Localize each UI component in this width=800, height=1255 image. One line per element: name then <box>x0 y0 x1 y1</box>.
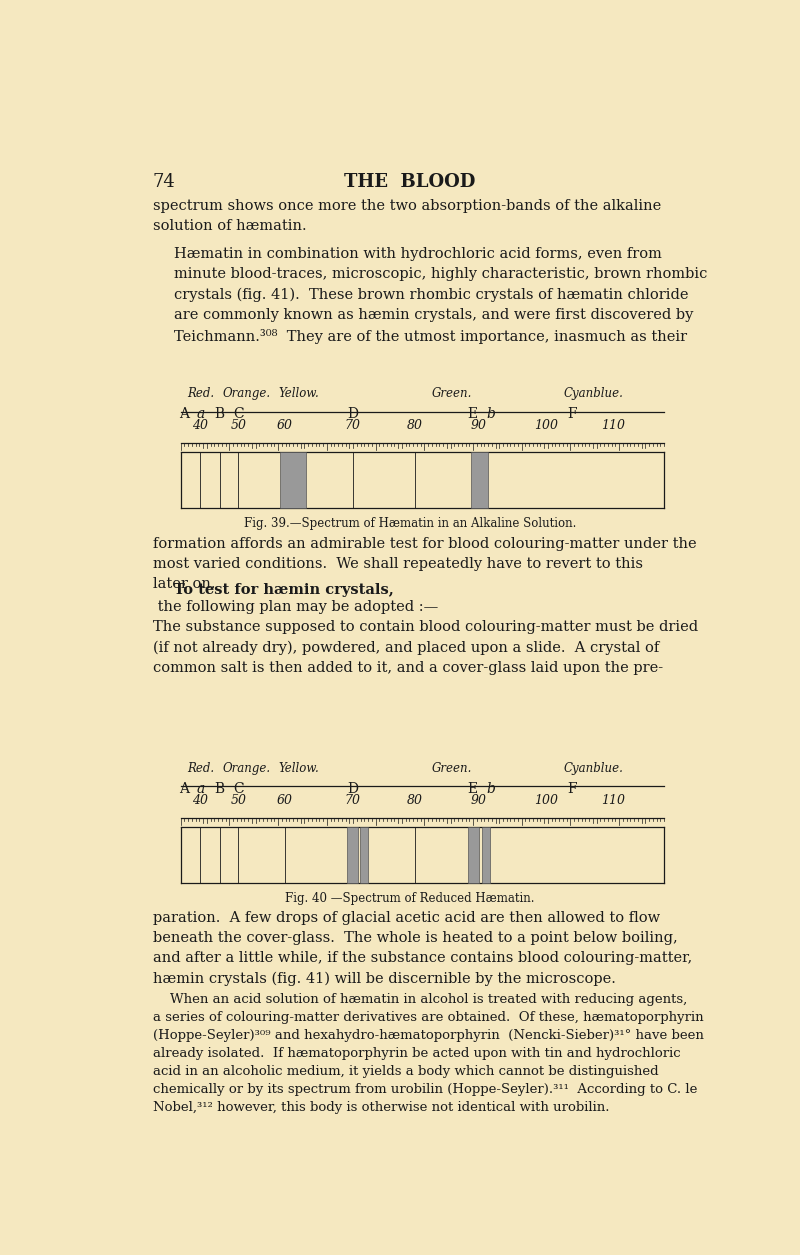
Text: 110: 110 <box>602 419 626 432</box>
Text: F: F <box>568 407 578 422</box>
Text: C: C <box>233 782 243 796</box>
Text: Hæmatin in combination with hydrochloric acid forms, even from
minute blood-trac: Hæmatin in combination with hydrochloric… <box>174 247 708 344</box>
Text: Red.: Red. <box>187 387 214 400</box>
Text: 100: 100 <box>534 419 558 432</box>
Bar <box>470 452 487 508</box>
Text: 100: 100 <box>534 793 558 807</box>
Text: 50: 50 <box>231 419 247 432</box>
Text: a: a <box>196 782 205 796</box>
Text: b: b <box>486 782 496 796</box>
Text: B: B <box>214 407 225 422</box>
Text: 80: 80 <box>407 793 423 807</box>
Text: D: D <box>347 782 358 796</box>
Text: Cyanblue.: Cyanblue. <box>564 387 624 400</box>
Text: D: D <box>347 407 358 422</box>
Text: To test for hæmin crystals,: To test for hæmin crystals, <box>174 582 394 596</box>
Bar <box>346 827 358 884</box>
Text: THE  BLOOD: THE BLOOD <box>344 173 476 191</box>
Text: C: C <box>233 407 243 422</box>
Text: Yellow.: Yellow. <box>278 762 319 774</box>
Text: formation affords an admirable test for blood colouring-matter under the
most va: formation affords an admirable test for … <box>153 537 696 591</box>
Text: b: b <box>486 407 496 422</box>
Text: spectrum shows once more the two absorption-bands of the alkaline
solution of hæ: spectrum shows once more the two absorpt… <box>153 198 661 233</box>
Text: 40: 40 <box>193 793 209 807</box>
Text: Green.: Green. <box>432 387 472 400</box>
Bar <box>468 827 479 884</box>
Text: 70: 70 <box>345 793 361 807</box>
Text: 60: 60 <box>277 419 293 432</box>
Bar <box>281 452 306 508</box>
Text: A: A <box>179 782 190 796</box>
Text: Fig. 40 —Spectrum of Reduced Hæmatin.: Fig. 40 —Spectrum of Reduced Hæmatin. <box>286 892 534 905</box>
Text: Green.: Green. <box>432 762 472 774</box>
Text: When an acid solution of hæmatin in alcohol is treated with reducing agents,
a s: When an acid solution of hæmatin in alco… <box>153 993 703 1114</box>
Bar <box>360 827 369 884</box>
Text: a: a <box>196 407 205 422</box>
Text: paration.  A few drops of glacial acetic acid are then allowed to flow
beneath t: paration. A few drops of glacial acetic … <box>153 911 692 986</box>
Text: 40: 40 <box>193 419 209 432</box>
Text: F: F <box>568 782 578 796</box>
Text: Orange.: Orange. <box>222 387 270 400</box>
Bar <box>482 827 490 884</box>
Text: 80: 80 <box>407 419 423 432</box>
Text: Cyanblue.: Cyanblue. <box>564 762 624 774</box>
Text: Red.: Red. <box>187 762 214 774</box>
Text: E: E <box>467 782 478 796</box>
Text: 90: 90 <box>471 419 487 432</box>
Text: 50: 50 <box>231 793 247 807</box>
Text: B: B <box>214 782 225 796</box>
Text: A: A <box>179 407 190 422</box>
Text: 90: 90 <box>471 793 487 807</box>
Text: the following plan may be adopted :—
The substance supposed to contain blood col: the following plan may be adopted :— The… <box>153 600 698 675</box>
Text: 74: 74 <box>153 173 175 191</box>
Text: E: E <box>467 407 478 422</box>
Text: Orange.: Orange. <box>222 762 270 774</box>
Text: 60: 60 <box>277 793 293 807</box>
Text: Fig. 39.—Spectrum of Hæmatin in an Alkaline Solution.: Fig. 39.—Spectrum of Hæmatin in an Alkal… <box>244 517 576 530</box>
Text: 70: 70 <box>345 419 361 432</box>
Text: 110: 110 <box>602 793 626 807</box>
Text: Yellow.: Yellow. <box>278 387 319 400</box>
